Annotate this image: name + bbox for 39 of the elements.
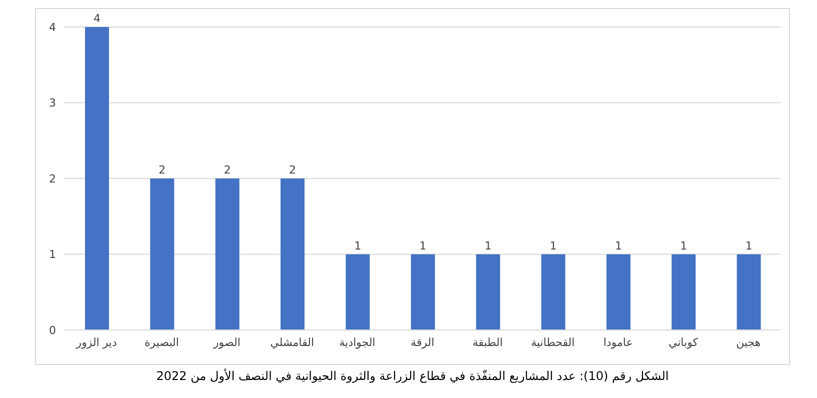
data-label: 1 [614,239,622,252]
data-label: 2 [224,164,231,176]
y-tick-label: 2 [49,172,56,186]
data-label: 1 [484,239,492,252]
bar [541,254,566,330]
data-label: 1 [419,239,426,252]
data-label: 1 [745,239,752,252]
bar [736,254,761,330]
data-label: 2 [289,164,296,176]
bar [346,254,370,330]
bar [85,27,109,330]
bar [606,254,630,330]
x-tick-label: كوباني [668,336,699,349]
y-tick-label: 3 [49,96,56,110]
x-tick-label: القحطانية [530,336,575,349]
x-tick-label: الجوادية [339,336,376,349]
x-tick-label: البصيرة [144,336,179,349]
x-tick-label: هجين [736,336,761,349]
bar [672,254,696,330]
data-label: 2 [158,164,166,176]
y-tick-label: 0 [49,324,56,337]
x-tick-label: عامودا [603,336,633,349]
y-tick-label: 4 [49,20,56,34]
bar [215,178,240,330]
y-tick-label: 1 [49,248,56,262]
data-label: 1 [550,239,557,252]
x-tick-label: القامشلي [270,336,314,349]
text: الشكل رقم (10): عدد المشاريع المنفّذة في قطاع الزراعة والثروة الحيوانية في النصف الأول من 2022 [155,369,670,383]
x-tick-label: الرقة [410,336,434,349]
bar [150,178,174,330]
x-tick-label: دير الزور [75,336,117,349]
x-tick-label: الصور [212,336,240,349]
data-label: 1 [680,239,688,252]
bar [476,254,500,330]
data-label: 4 [94,12,100,25]
x-tick-label: الطبقة [472,336,503,349]
data-label: 1 [354,239,362,252]
bar [280,178,305,330]
bar [410,254,435,330]
